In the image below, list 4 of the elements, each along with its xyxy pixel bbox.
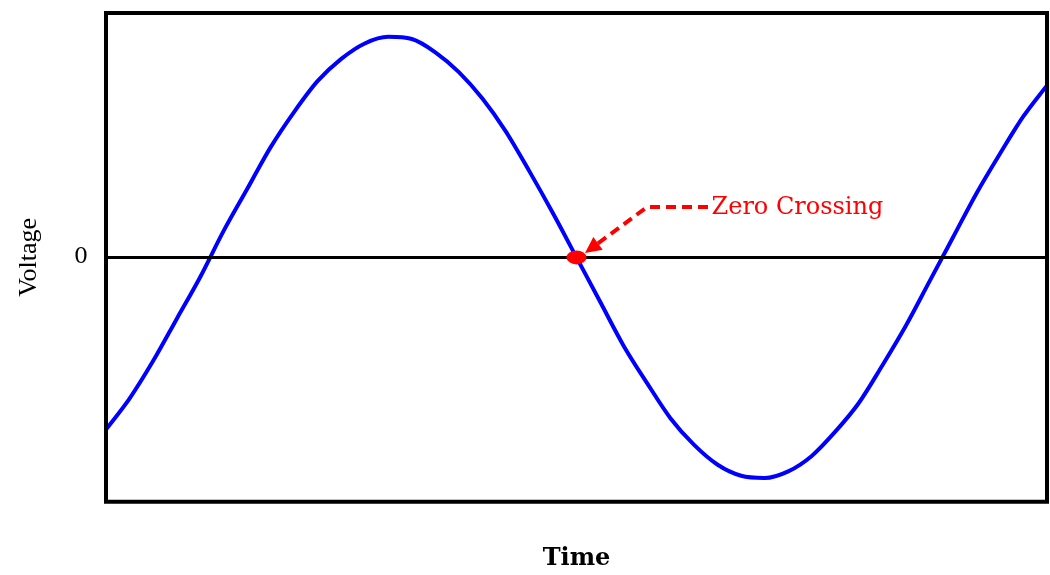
y-axis-title: Voltage: [13, 217, 43, 297]
ref-line-label: 0: [74, 243, 88, 269]
x-axis-title: Time: [542, 541, 611, 571]
annotation: Zero Crossing: [711, 191, 884, 220]
